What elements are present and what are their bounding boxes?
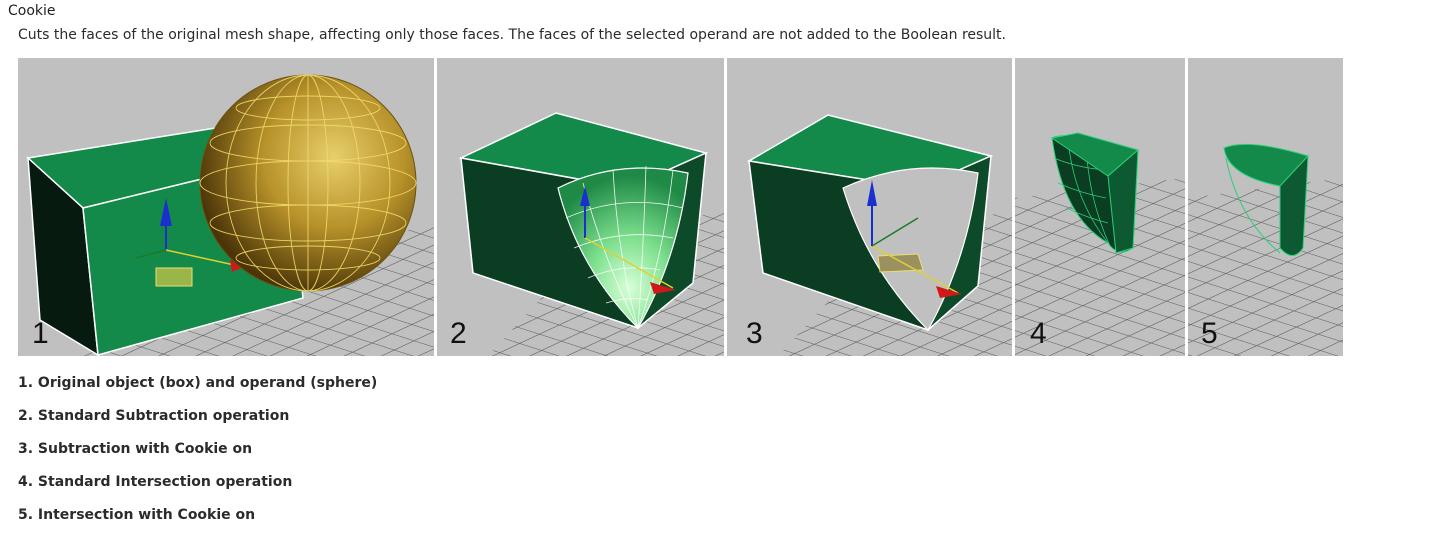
caption-4: 4. Standard Intersection operation xyxy=(18,474,293,490)
panel-2-number: 2 xyxy=(450,317,467,350)
panel-1-viewport: 1 xyxy=(18,58,434,356)
section-description: Cuts the faces of the original mesh shap… xyxy=(18,27,1006,43)
panel-5-viewport: 5 xyxy=(1188,58,1343,356)
panel-2-viewport: 2 xyxy=(437,58,724,356)
section-heading: Cookie xyxy=(8,3,56,19)
panel-5-number: 5 xyxy=(1201,317,1218,350)
caption-3: 3. Subtraction with Cookie on xyxy=(18,441,253,457)
panel-1-number: 1 xyxy=(32,317,49,350)
caption-1: 1. Original object (box) and operand (sp… xyxy=(18,375,378,391)
sphere-operand xyxy=(199,74,417,292)
caption-5: 5. Intersection with Cookie on xyxy=(18,507,256,523)
panel-3-viewport: 3 xyxy=(727,58,1012,356)
caption-2: 2. Standard Subtraction operation xyxy=(18,408,290,424)
figure-captions: 1. Original object (box) and operand (sp… xyxy=(18,374,377,539)
intersection-cookie-result xyxy=(1223,143,1309,256)
panel-4-viewport: 4 xyxy=(1015,58,1185,356)
panel-4-number: 4 xyxy=(1030,317,1047,350)
boolean-cookie-figure: 1 2 xyxy=(18,58,1343,356)
intersection-result xyxy=(1050,132,1140,254)
panel-3-number: 3 xyxy=(746,317,763,350)
